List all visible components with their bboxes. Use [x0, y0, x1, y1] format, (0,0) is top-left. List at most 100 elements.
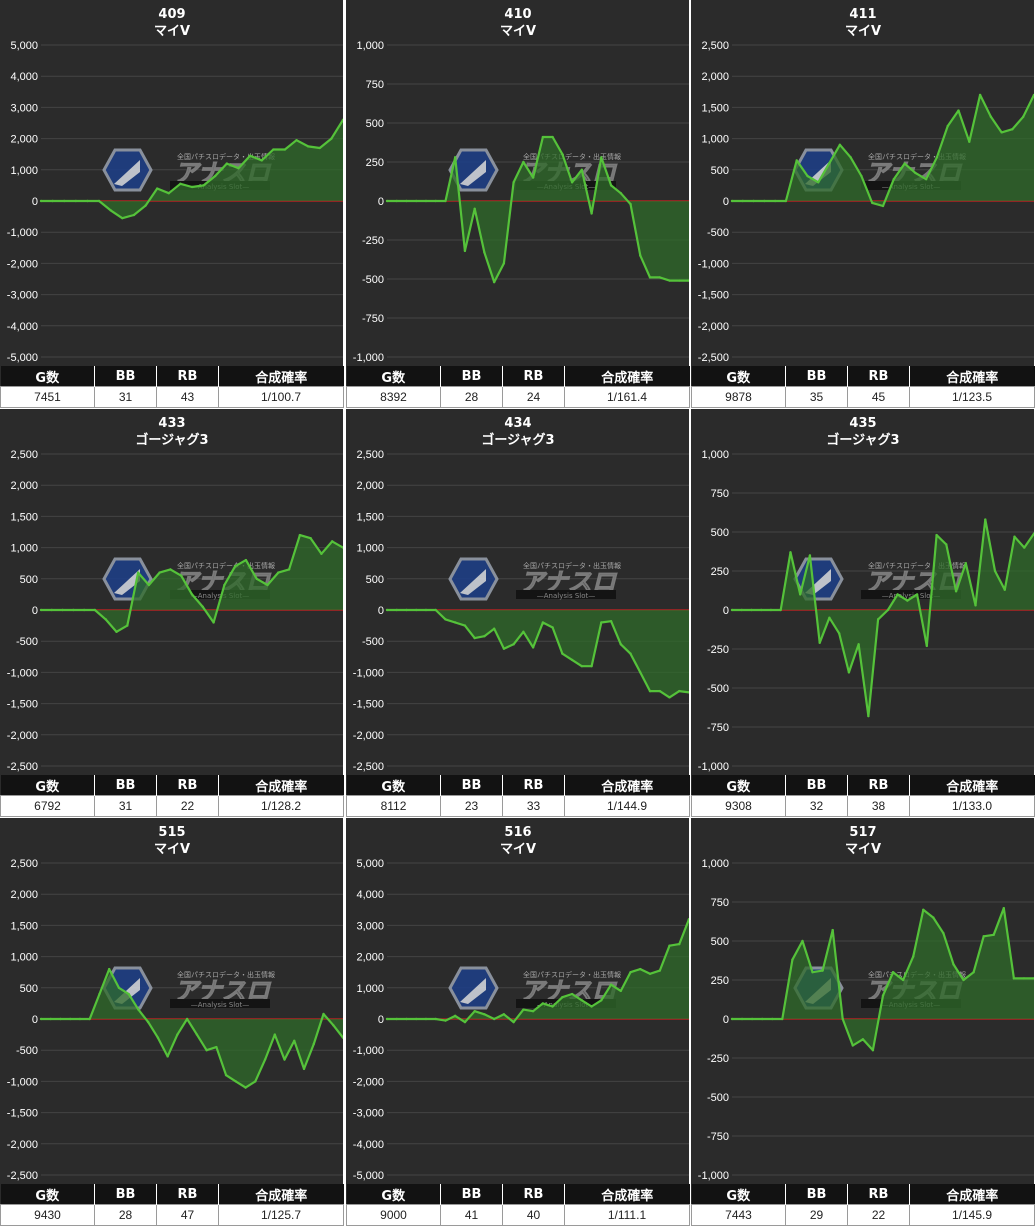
- data-point: [750, 608, 753, 612]
- data-point: [93, 608, 97, 612]
- data-point: [891, 971, 895, 974]
- data-point: [39, 608, 43, 612]
- logo-hexagon-icon: [448, 557, 499, 601]
- games-header: G数: [691, 1184, 786, 1205]
- data-point: [205, 1049, 208, 1052]
- data-point: [881, 994, 885, 997]
- machine-panel-409[interactable]: 409 マイV 5,000 4,000 3,000 2,000 1,000 0 -1,000 -2…: [0, 0, 344, 408]
- stats-table: G数 BB RB 合成確率 9000 41 40 1/111.1: [346, 1184, 690, 1226]
- chart-title: 434: [504, 416, 531, 431]
- data-point: [463, 624, 467, 627]
- rb-header: RB: [156, 366, 219, 387]
- data-point: [341, 118, 343, 122]
- slump-area: [732, 519, 1034, 717]
- y-tick-label: 0: [32, 196, 38, 208]
- machine-panel-410[interactable]: 410 マイV 1,000 750 500 250 0 -250 -500 -750 -1,000 全…: [346, 0, 690, 408]
- stats-table: G数 BB RB 合成確率 7451 31 43 1/100.7: [0, 366, 344, 408]
- data-point: [590, 212, 593, 215]
- probability-header: 合成確率: [218, 775, 344, 796]
- data-point: [648, 972, 652, 975]
- data-point: [254, 1080, 257, 1083]
- bb-value: 31: [94, 795, 157, 817]
- watermark-sub-text: —Analysis Slot—: [537, 592, 595, 600]
- data-point: [121, 216, 124, 220]
- data-point: [531, 1010, 535, 1013]
- data-point: [903, 162, 906, 165]
- data-point: [309, 537, 312, 540]
- data-point: [82, 608, 86, 612]
- y-tick-label: -2,500: [7, 761, 38, 773]
- data-point: [730, 199, 734, 203]
- bb-value: 28: [94, 1204, 157, 1226]
- data-point: [233, 565, 237, 568]
- rb-value: 43: [156, 386, 219, 408]
- data-point: [385, 199, 389, 203]
- y-tick-label: -1,500: [7, 1108, 38, 1120]
- stats-table: G数 BB RB 合成確率 9430 28 47 1/125.7: [0, 1184, 344, 1226]
- games-header: G数: [346, 775, 441, 796]
- probability-value: 1/125.7: [218, 1204, 344, 1226]
- data-point: [946, 124, 949, 128]
- bb-header: BB: [785, 366, 848, 387]
- watermark-bar: [861, 590, 961, 599]
- probability-header: 合成確率: [218, 1184, 344, 1205]
- machine-panel-516[interactable]: 516 マイV 5,000 4,000 3,000 2,000 1,000 0 -1,000 -2…: [346, 818, 690, 1226]
- machine-panel-434[interactable]: 434 ゴージャグ3 2,500 2,000 1,500 1,000 500 0 -500 -1,…: [346, 409, 690, 817]
- data-point: [860, 174, 863, 178]
- data-point: [320, 552, 323, 556]
- y-tick-label: -4,000: [353, 1139, 384, 1151]
- data-point: [687, 279, 689, 282]
- data-point: [512, 1020, 515, 1024]
- data-point: [169, 568, 172, 571]
- machine-panel-517[interactable]: 517マイV1,0007505002500-250-500-750-1,000全…: [691, 818, 1035, 1226]
- data-point: [224, 1073, 228, 1077]
- bb-header: BB: [94, 775, 157, 796]
- slump-area: [41, 969, 343, 1088]
- data-point: [260, 159, 263, 162]
- chart-subtitle: ゴージャグ3: [826, 432, 899, 448]
- data-point: [892, 177, 895, 181]
- watermark-sub-text: —Analysis Slot—: [191, 592, 249, 600]
- data-point: [629, 971, 632, 974]
- data-point: [190, 593, 194, 596]
- data-point: [771, 1017, 774, 1021]
- data-point: [405, 199, 408, 203]
- data-point: [248, 154, 252, 157]
- y-tick-label: 250: [711, 566, 729, 578]
- y-tick-label: 500: [366, 118, 384, 130]
- data-point: [551, 626, 554, 629]
- machine-panel-433[interactable]: 433 ゴージャグ3 2,500 2,000 1,500 1,000 500 0 -500 -1,…: [0, 409, 344, 817]
- data-point: [629, 202, 632, 206]
- machine-panel-411[interactable]: 411 マイV 2,500 2,000 1,500 1,000 500 0 -500 -1,000…: [691, 0, 1035, 408]
- data-point: [668, 696, 671, 699]
- games-header: G数: [346, 366, 441, 387]
- data-point: [798, 593, 802, 596]
- data-point: [109, 209, 112, 212]
- y-tick-label: -500: [707, 683, 729, 695]
- stats-table: G数 BB RB 合成確率 8112 23 33 1/144.9: [346, 775, 690, 817]
- data-point: [39, 1017, 43, 1021]
- data-point: [1022, 977, 1026, 980]
- data-point: [609, 983, 613, 986]
- data-point: [434, 608, 437, 612]
- y-tick-label: 1,000: [701, 449, 729, 461]
- data-point: [415, 1017, 418, 1021]
- data-point: [984, 518, 987, 521]
- data-point: [914, 171, 917, 175]
- slump-area: [732, 94, 1034, 206]
- probability-value: 1/145.9: [909, 1204, 1035, 1226]
- machine-panel-515[interactable]: 515 マイV 2,500 2,000 1,500 1,000 500 0 -500 -1,000…: [0, 818, 344, 1226]
- rb-header: RB: [502, 775, 565, 796]
- y-tick-label: 2,000: [10, 134, 38, 146]
- data-point: [212, 621, 215, 624]
- data-point: [678, 689, 681, 693]
- chart-title: 433: [158, 416, 185, 431]
- games-value: 9000: [346, 1204, 441, 1226]
- data-point: [1012, 977, 1016, 980]
- y-tick-label: 2,500: [701, 40, 729, 52]
- y-tick-label: -500: [707, 1092, 729, 1104]
- y-tick-label: 750: [366, 79, 384, 91]
- data-point: [237, 167, 240, 170]
- machine-panel-435[interactable]: 435 ゴージャグ3 1,000 750 500 250 0 -250 -500 -750 -1,0…: [691, 409, 1035, 817]
- y-tick-label: -2,000: [7, 730, 38, 742]
